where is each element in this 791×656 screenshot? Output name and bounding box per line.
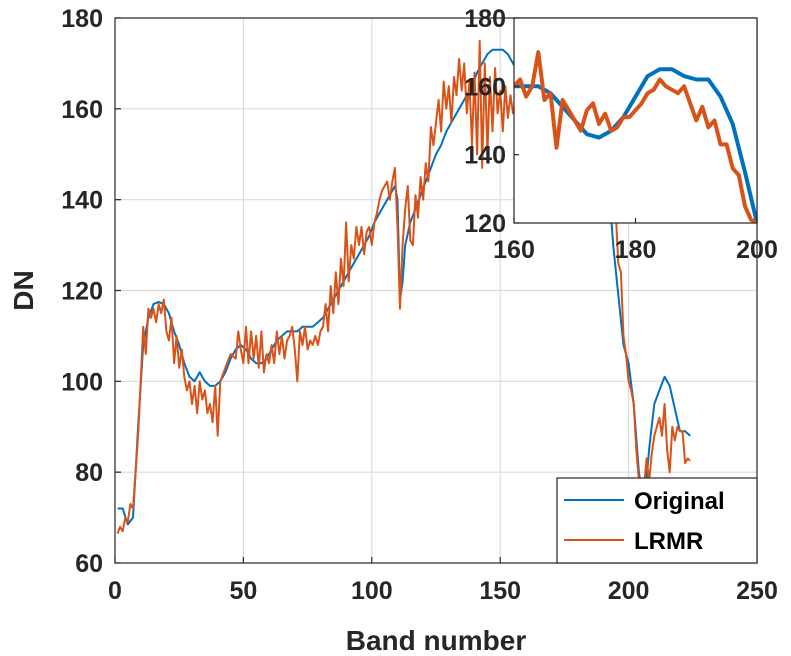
inset-series-lrmr-line [514, 50, 757, 223]
inset-y-tick-labels: 120 140 160 180 [464, 5, 519, 238]
inset-y-tick-label: 120 [464, 210, 506, 238]
main-y-tick-label: 80 [75, 459, 103, 487]
main-x-tick-label: 0 [108, 577, 122, 605]
inset-x-tick-label: 180 [615, 236, 657, 264]
inset-y-tick-label: 180 [464, 5, 506, 33]
inset-x-tick-labels: 160 180 200 [493, 218, 778, 264]
inset-plot-area [514, 18, 757, 223]
inset-y-tick-label: 140 [464, 142, 506, 170]
legend-label-lrmr: LRMR [634, 528, 703, 555]
main-y-tick-label: 180 [61, 5, 103, 33]
inset-x-tick-label: 160 [493, 236, 535, 264]
y-axis-label: DN [8, 270, 39, 310]
inset-series-group [514, 50, 757, 223]
legend: Original LRMR [556, 477, 758, 564]
main-x-tick-label: 150 [479, 577, 521, 605]
main-x-tick-label: 100 [351, 577, 393, 605]
main-y-tick-labels: 60 80 100 120 140 160 180 [61, 5, 121, 578]
main-y-tick-label: 120 [61, 278, 103, 306]
main-y-tick-label: 60 [75, 550, 103, 578]
inset-y-tick-label: 160 [464, 73, 506, 101]
main-x-tick-label: 200 [608, 577, 650, 605]
legend-box [556, 477, 758, 564]
main-y-tick-label: 100 [61, 368, 103, 396]
main-x-tick-labels: 0 50 100 150 200 250 [108, 557, 778, 605]
main-x-tick-label: 50 [229, 577, 257, 605]
main-y-tick-label: 140 [61, 187, 103, 215]
main-y-tick-label: 160 [61, 96, 103, 124]
inset-x-tick-label: 200 [736, 236, 778, 264]
main-x-tick-label: 250 [736, 577, 778, 605]
inset-series-original-line [514, 67, 757, 223]
x-axis-label: Band number [346, 625, 527, 656]
legend-label-original: Original [634, 488, 725, 515]
